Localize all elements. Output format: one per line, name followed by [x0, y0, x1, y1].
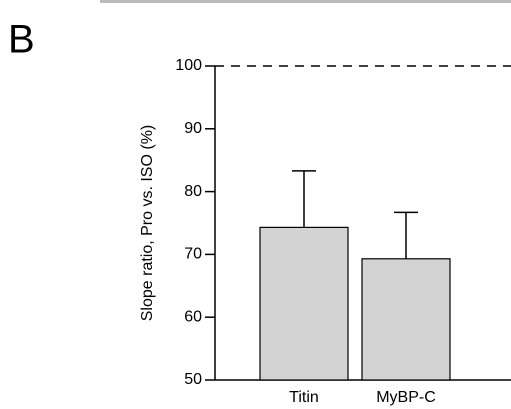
- y-tick-label: 90: [184, 120, 202, 137]
- y-tick-label: 60: [184, 308, 202, 325]
- bar: [362, 259, 450, 380]
- x-tick-label: Titin: [289, 389, 319, 406]
- y-tick-label: 100: [175, 57, 202, 74]
- chart: B Slope ratio, Pro vs. ISO (%) 50 60 70 80 9…: [0, 0, 511, 409]
- bar: [260, 227, 348, 380]
- x-tick-label: MyBP-C: [376, 389, 436, 406]
- panel-label: B: [8, 18, 35, 62]
- y-tick-label: 70: [184, 246, 202, 263]
- cropped-image-strip: [100, 0, 511, 3]
- y-tick-label: 80: [184, 183, 202, 200]
- y-tick-label: 50: [184, 371, 202, 388]
- y-axis-label: Slope ratio, Pro vs. ISO (%): [139, 125, 156, 322]
